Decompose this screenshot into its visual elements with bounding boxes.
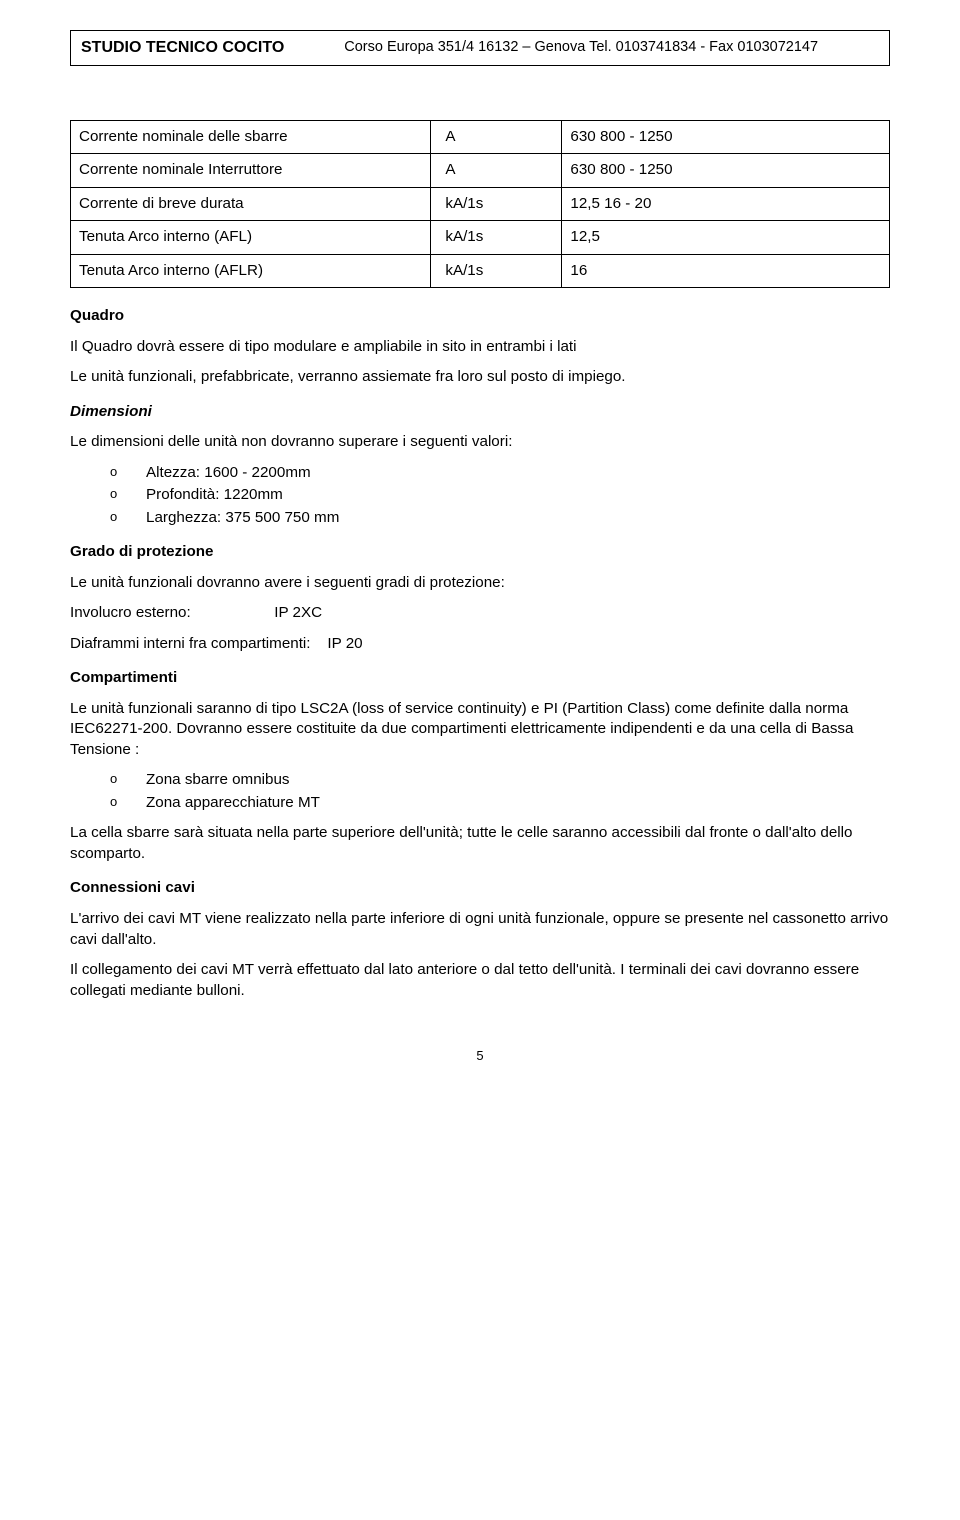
company-name: STUDIO TECNICO COCITO bbox=[81, 37, 304, 59]
section-heading-quadro: Quadro bbox=[70, 306, 890, 327]
kv-value: IP 2XC bbox=[274, 604, 322, 621]
body-text: Il collegamento dei cavi MT verrà effett… bbox=[70, 960, 890, 1001]
spec-unit: kA/1s bbox=[431, 187, 562, 221]
body-text: Il Quadro dovrà essere di tipo modulare … bbox=[70, 337, 890, 358]
spec-value: 12,5 16 - 20 bbox=[562, 187, 890, 221]
list-item: Zona apparecchiature MT bbox=[110, 793, 890, 814]
section-heading-compartimenti: Compartimenti bbox=[70, 668, 890, 689]
body-text: L'arrivo dei cavi MT viene realizzato ne… bbox=[70, 909, 890, 950]
kv-label: Diaframmi interni fra compartimenti: bbox=[70, 635, 311, 652]
spec-label: Tenuta Arco interno (AFLR) bbox=[71, 254, 431, 288]
list-item: Larghezza: 375 500 750 mm bbox=[110, 508, 890, 529]
spec-unit: kA/1s bbox=[431, 221, 562, 255]
spec-value: 630 800 - 1250 bbox=[562, 120, 890, 154]
body-text: La cella sbarre sarà situata nella parte… bbox=[70, 823, 890, 864]
list-item: Profondità: 1220mm bbox=[110, 485, 890, 506]
spec-value: 12,5 bbox=[562, 221, 890, 255]
page-number: 5 bbox=[70, 1047, 890, 1065]
company-address: Corso Europa 351/4 16132 – Genova Tel. 0… bbox=[304, 38, 879, 58]
body-text: Le unità funzionali, prefabbricate, verr… bbox=[70, 367, 890, 388]
spec-label: Corrente di breve durata bbox=[71, 187, 431, 221]
spec-table: Corrente nominale delle sbarre A 630 800… bbox=[70, 120, 890, 289]
spec-unit: A bbox=[431, 120, 562, 154]
table-row: Tenuta Arco interno (AFL) kA/1s 12,5 bbox=[71, 221, 890, 255]
spec-label: Corrente nominale delle sbarre bbox=[71, 120, 431, 154]
body-text: Le dimensioni delle unità non dovranno s… bbox=[70, 432, 890, 453]
section-heading-grado: Grado di protezione bbox=[70, 542, 890, 563]
kv-label: Involucro esterno: bbox=[70, 603, 270, 624]
spec-value: 16 bbox=[562, 254, 890, 288]
list-item: Altezza: 1600 - 2200mm bbox=[110, 463, 890, 484]
table-row: Corrente nominale Interruttore A 630 800… bbox=[71, 154, 890, 188]
dimension-list: Altezza: 1600 - 2200mm Profondità: 1220m… bbox=[70, 463, 890, 529]
section-heading-dimensioni: Dimensioni bbox=[70, 402, 890, 423]
section-heading-connessioni: Connessioni cavi bbox=[70, 878, 890, 899]
kv-value: IP 20 bbox=[327, 635, 362, 652]
kv-row: Involucro esterno: IP 2XC bbox=[70, 603, 890, 624]
body-text: Le unità funzionali dovranno avere i seg… bbox=[70, 573, 890, 594]
body-text: Le unità funzionali saranno di tipo LSC2… bbox=[70, 699, 890, 761]
spec-value: 630 800 - 1250 bbox=[562, 154, 890, 188]
document-page: STUDIO TECNICO COCITO Corso Europa 351/4… bbox=[0, 0, 960, 1105]
table-row: Tenuta Arco interno (AFLR) kA/1s 16 bbox=[71, 254, 890, 288]
spec-unit: A bbox=[431, 154, 562, 188]
list-item: Zona sbarre omnibus bbox=[110, 770, 890, 791]
letterhead: STUDIO TECNICO COCITO Corso Europa 351/4… bbox=[70, 30, 890, 66]
spec-label: Corrente nominale Interruttore bbox=[71, 154, 431, 188]
compartment-list: Zona sbarre omnibus Zona apparecchiature… bbox=[70, 770, 890, 813]
spec-label: Tenuta Arco interno (AFL) bbox=[71, 221, 431, 255]
table-row: Corrente di breve durata kA/1s 12,5 16 -… bbox=[71, 187, 890, 221]
spec-unit: kA/1s bbox=[431, 254, 562, 288]
table-row: Corrente nominale delle sbarre A 630 800… bbox=[71, 120, 890, 154]
kv-row: Diaframmi interni fra compartimenti: IP … bbox=[70, 634, 890, 655]
